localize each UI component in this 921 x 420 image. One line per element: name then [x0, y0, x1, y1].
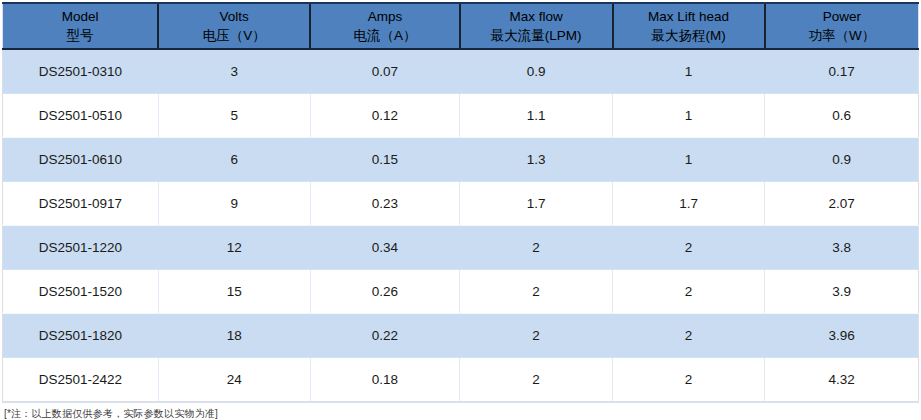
cell-maxflow: 2: [460, 314, 613, 358]
column-header-amps: Amps 电流（A）: [310, 3, 459, 49]
column-header-maxflow-zh: 最大流量(LPM): [461, 26, 612, 45]
cell-power: 0.6: [765, 94, 919, 138]
column-header-maxflow: Max flow 最大流量(LPM): [460, 3, 613, 49]
cell-power: 0.17: [765, 49, 919, 94]
cell-amps: 0.18: [310, 358, 459, 403]
cell-lifthead: 1: [613, 94, 765, 138]
cell-model: DS2501-0610: [3, 138, 159, 182]
cell-amps: 0.26: [310, 270, 459, 314]
cell-maxflow: 0.9: [460, 49, 613, 94]
column-header-power: Power 功率（W）: [765, 3, 919, 49]
cell-power: 4.32: [765, 358, 919, 403]
table-row: DS2501-0917 9 0.23 1.7 1.7 2.07: [3, 182, 919, 226]
table-row: DS2501-1820 18 0.22 2 2 3.96: [3, 314, 919, 358]
column-header-lifthead-zh: 最大扬程(M): [614, 26, 764, 45]
cell-maxflow: 2: [460, 226, 613, 270]
column-header-volts: Volts 电压（V）: [158, 3, 310, 49]
cell-model: DS2501-1520: [3, 270, 159, 314]
cell-volts: 18: [158, 314, 310, 358]
cell-amps: 0.07: [310, 49, 459, 94]
page: Model 型号 Volts 电压（V） Amps 电流（A） Max flow…: [0, 0, 921, 420]
cell-amps: 0.34: [310, 226, 459, 270]
table-row: DS2501-2422 24 0.18 2 2 4.32: [3, 358, 919, 403]
cell-volts: 12: [158, 226, 310, 270]
cell-lifthead: 2: [613, 226, 765, 270]
column-header-amps-en: Amps: [311, 7, 458, 26]
footnote: [*注：以上数据仅供参考，实际参数以实物为准]: [2, 403, 919, 420]
cell-model: DS2501-2422: [3, 358, 159, 403]
table-row: DS2501-0510 5 0.12 1.1 1 0.6: [3, 94, 919, 138]
cell-lifthead: 1: [613, 138, 765, 182]
column-header-power-zh: 功率（W）: [766, 26, 918, 45]
cell-lifthead: 2: [613, 314, 765, 358]
cell-volts: 15: [158, 270, 310, 314]
table-header: Model 型号 Volts 电压（V） Amps 电流（A） Max flow…: [3, 3, 919, 49]
column-header-volts-zh: 电压（V）: [159, 26, 309, 45]
column-header-amps-zh: 电流（A）: [311, 26, 458, 45]
cell-model: DS2501-0917: [3, 182, 159, 226]
cell-amps: 0.23: [310, 182, 459, 226]
cell-maxflow: 1.1: [460, 94, 613, 138]
table-row: DS2501-1220 12 0.34 2 2 3.8: [3, 226, 919, 270]
cell-power: 3.9: [765, 270, 919, 314]
cell-model: DS2501-0310: [3, 49, 159, 94]
column-header-power-en: Power: [766, 7, 918, 26]
table-row: DS2501-0610 6 0.15 1.3 1 0.9: [3, 138, 919, 182]
cell-volts: 6: [158, 138, 310, 182]
spec-table: Model 型号 Volts 电压（V） Amps 电流（A） Max flow…: [2, 2, 919, 403]
cell-maxflow: 1.7: [460, 182, 613, 226]
header-row: Model 型号 Volts 电压（V） Amps 电流（A） Max flow…: [3, 3, 919, 49]
column-header-model-zh: 型号: [3, 26, 157, 45]
cell-lifthead: 2: [613, 270, 765, 314]
cell-model: DS2501-0510: [3, 94, 159, 138]
cell-volts: 24: [158, 358, 310, 403]
cell-lifthead: 1: [613, 49, 765, 94]
cell-amps: 0.12: [310, 94, 459, 138]
cell-volts: 3: [158, 49, 310, 94]
cell-power: 0.9: [765, 138, 919, 182]
cell-model: DS2501-1220: [3, 226, 159, 270]
table-row: DS2501-0310 3 0.07 0.9 1 0.17: [3, 49, 919, 94]
cell-amps: 0.22: [310, 314, 459, 358]
cell-lifthead: 2: [613, 358, 765, 403]
cell-power: 2.07: [765, 182, 919, 226]
column-header-lifthead: Max Lift head 最大扬程(M): [613, 3, 765, 49]
cell-amps: 0.15: [310, 138, 459, 182]
table-body: DS2501-0310 3 0.07 0.9 1 0.17 DS2501-051…: [3, 49, 919, 402]
cell-volts: 9: [158, 182, 310, 226]
cell-model: DS2501-1820: [3, 314, 159, 358]
cell-maxflow: 2: [460, 270, 613, 314]
column-header-maxflow-en: Max flow: [461, 7, 612, 26]
cell-maxflow: 1.3: [460, 138, 613, 182]
cell-maxflow: 2: [460, 358, 613, 403]
cell-power: 3.96: [765, 314, 919, 358]
table-row: DS2501-1520 15 0.26 2 2 3.9: [3, 270, 919, 314]
cell-lifthead: 1.7: [613, 182, 765, 226]
column-header-volts-en: Volts: [159, 7, 309, 26]
column-header-model-en: Model: [3, 7, 157, 26]
column-header-model: Model 型号: [3, 3, 159, 49]
cell-volts: 5: [158, 94, 310, 138]
column-header-lifthead-en: Max Lift head: [614, 7, 764, 26]
cell-power: 3.8: [765, 226, 919, 270]
